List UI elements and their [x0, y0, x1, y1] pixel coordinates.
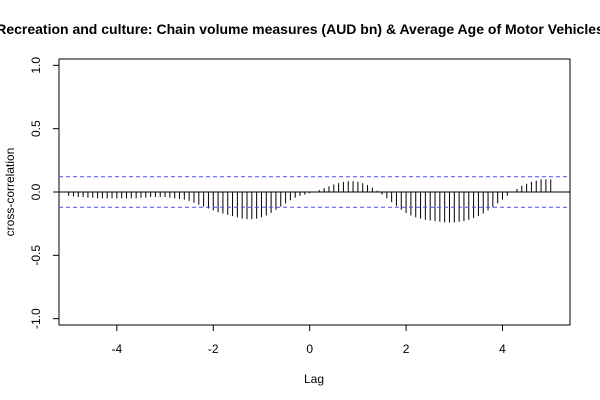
reference-lines: [59, 176, 570, 208]
x-tick-label: -2: [208, 342, 219, 356]
y-axis-label: cross-correlation: [3, 148, 17, 237]
x-tick-label: 4: [499, 342, 506, 356]
y-tick-label: 1.0: [29, 57, 43, 74]
x-tick-label: -4: [112, 342, 123, 356]
y-axis: -1.0 -0.5 0.0 0.5 1.0: [29, 57, 59, 329]
x-axis-label: Lag: [304, 372, 324, 386]
x-axis: -4 -2 0 2 4: [112, 325, 506, 356]
y-tick-label: -1.0: [29, 308, 43, 329]
y-tick-label: 0.0: [29, 183, 43, 200]
x-tick-label: 2: [403, 342, 410, 356]
ccf-bars: [68, 179, 552, 223]
y-tick-label: 0.5: [29, 120, 43, 137]
chart-title: Recreation and culture: Chain volume mea…: [0, 21, 600, 37]
y-tick-label: -0.5: [29, 245, 43, 266]
x-tick-label: 0: [306, 342, 313, 356]
